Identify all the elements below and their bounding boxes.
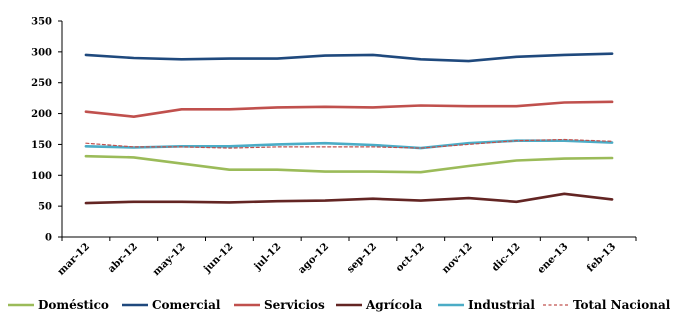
y-tick-label: 200 [31, 109, 52, 120]
legend-label: Industrial [468, 298, 535, 312]
legend-label: Servicios [264, 298, 325, 312]
y-tick-label: 250 [31, 78, 52, 89]
y-tick-label: 150 [31, 140, 52, 151]
legend-label: Total Nacional [573, 298, 671, 312]
y-tick-label: 0 [45, 233, 52, 244]
x-tick-label: nov-12 [440, 241, 475, 276]
y-tick-label: 350 [31, 17, 52, 28]
x-tick-label: jul-12 [252, 241, 284, 273]
series-line-2 [84, 100, 614, 118]
legend-label: Agrícola [365, 298, 422, 312]
series-line-5 [85, 138, 613, 149]
x-tick-label: may-12 [151, 241, 188, 278]
x-tick-label: oct-12 [394, 241, 427, 274]
chart-series-lines [84, 52, 614, 205]
legend-label: Comercial [152, 298, 221, 312]
series-line-3 [84, 192, 614, 205]
legend-label: Doméstico [38, 298, 109, 312]
x-tick-label: mar-12 [56, 241, 92, 277]
x-tick-label: abr-12 [106, 241, 140, 275]
x-tick-label: jun-12 [201, 241, 235, 275]
series-line-0 [84, 154, 614, 174]
y-tick-label: 300 [31, 47, 52, 58]
y-tick-label: 100 [31, 171, 52, 182]
x-tick-label: ago-12 [296, 241, 331, 276]
x-tick-label: ene-13 [536, 241, 571, 276]
series-line-1 [84, 52, 614, 63]
chart-axes: 0 50 100 150 200 250 300 350 [31, 17, 637, 244]
x-tick-label: sep-12 [345, 241, 379, 275]
x-tick-label: dic-12 [490, 241, 523, 274]
chart-legend: Doméstico Comercial Servicios Agrícola Indus… [8, 298, 671, 312]
x-tick-labels: mar-12 abr-12 may-12 jun-12 jul-12 ago-12 sep-… [56, 241, 619, 278]
x-tick-label: feb-13 [585, 241, 618, 274]
y-tick-label: 50 [38, 202, 52, 213]
